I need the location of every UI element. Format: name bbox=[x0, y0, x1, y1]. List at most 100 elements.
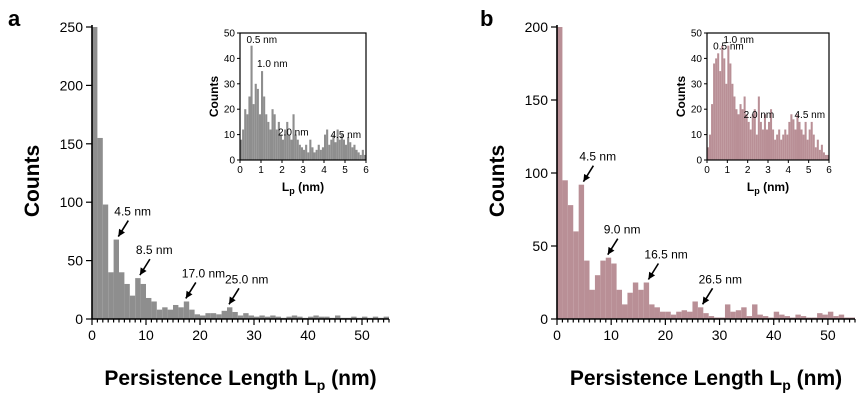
histogram-bar bbox=[227, 307, 233, 319]
histogram-bar bbox=[600, 260, 606, 319]
annotation-arrow-head bbox=[229, 296, 236, 305]
x-tick-label: 0 bbox=[88, 327, 96, 343]
histogram-bar bbox=[822, 314, 828, 319]
histogram-bar bbox=[291, 315, 298, 319]
inset-bar bbox=[802, 134, 805, 160]
histogram-bar bbox=[205, 313, 211, 319]
histogram-bar bbox=[779, 314, 785, 319]
histogram-bar bbox=[589, 289, 595, 319]
histogram-bar bbox=[324, 316, 330, 319]
histogram-bar bbox=[594, 275, 601, 319]
inset-bar bbox=[761, 129, 764, 160]
inset-x-tick-label: 6 bbox=[826, 165, 832, 176]
inset-bar bbox=[321, 147, 324, 160]
y-tick-label: 0 bbox=[75, 311, 83, 327]
inset-bar bbox=[782, 134, 785, 160]
y-tick-label: 200 bbox=[60, 77, 84, 93]
histogram-bar bbox=[216, 314, 222, 319]
inset-bar bbox=[743, 96, 746, 160]
inset-bar bbox=[753, 109, 756, 160]
inset-x-tick-label: 6 bbox=[363, 165, 369, 176]
annotation-label: 25.0 nm bbox=[225, 272, 268, 286]
y-tick-label: 100 bbox=[525, 165, 549, 181]
inset-bar bbox=[814, 147, 817, 160]
inset-bar bbox=[357, 152, 360, 160]
inset-bar bbox=[351, 147, 354, 160]
histogram-bar bbox=[638, 289, 644, 319]
inset-bar bbox=[737, 114, 740, 160]
histogram-bar bbox=[697, 307, 704, 319]
histogram-bar bbox=[97, 137, 103, 319]
inset-bar bbox=[733, 96, 736, 160]
inset-bar bbox=[307, 152, 310, 160]
inset-bar bbox=[359, 154, 362, 160]
histogram-bar bbox=[297, 316, 303, 319]
inset-bar bbox=[324, 134, 327, 160]
annotation-arrow-head bbox=[139, 267, 147, 276]
histogram-bar bbox=[351, 316, 357, 319]
inset-bar bbox=[826, 154, 829, 160]
inset-x-axis-title: Lp (nm) bbox=[282, 180, 324, 196]
inset-bar bbox=[749, 129, 752, 160]
histogram-bar bbox=[833, 316, 839, 319]
histogram-bar bbox=[784, 316, 790, 319]
histogram-bar bbox=[135, 278, 141, 319]
inset-bar bbox=[313, 152, 316, 160]
annotation-label: 17.0 nm bbox=[182, 266, 225, 280]
inset-bar bbox=[305, 144, 308, 160]
inset-bar bbox=[725, 83, 728, 160]
histogram-bar bbox=[632, 282, 639, 319]
inset-bar bbox=[735, 109, 738, 160]
inset-bar bbox=[765, 129, 768, 160]
annotation-label: 26.5 nm bbox=[699, 272, 742, 286]
histogram-bar bbox=[335, 315, 341, 319]
histogram-bar bbox=[703, 313, 709, 319]
inset-bar bbox=[340, 134, 343, 160]
histogram-bar bbox=[383, 316, 389, 319]
inset-y-tick-label: 0 bbox=[696, 156, 702, 167]
x-tick-label: 40 bbox=[300, 327, 316, 343]
inset-x-tick-label: 0 bbox=[704, 165, 710, 176]
histogram-bar bbox=[200, 315, 206, 319]
inset-bar bbox=[717, 53, 720, 160]
inset-annotation-label: 2.0 nm bbox=[744, 110, 775, 121]
inset-bar bbox=[729, 63, 732, 161]
histogram-bar bbox=[194, 314, 200, 319]
annotation-label: 16.5 nm bbox=[644, 248, 687, 262]
inset-bar bbox=[353, 144, 356, 160]
inset-bar bbox=[763, 114, 766, 160]
inset-chart: 0 1 2 3 4 5 6 0 10 20 30 40 50 Lp (nm) Counts 0.5 nm 1.0… bbox=[207, 29, 369, 197]
inset-bar bbox=[780, 139, 783, 160]
inset-annotation-label: 1.0 nm bbox=[723, 35, 754, 46]
histogram-bar bbox=[730, 311, 736, 319]
inset-x-tick-label: 3 bbox=[300, 165, 306, 176]
inset-bar bbox=[822, 152, 825, 160]
inset-bar bbox=[751, 114, 754, 160]
inset-bar bbox=[240, 139, 243, 160]
histogram-bar bbox=[800, 316, 807, 319]
inset-bar bbox=[309, 139, 312, 160]
inset-y-tick-label: 0 bbox=[229, 156, 235, 167]
inset-y-axis-title: Counts bbox=[674, 76, 688, 118]
inset-bar bbox=[328, 144, 331, 160]
inset-bar bbox=[713, 63, 716, 161]
inset-bar bbox=[290, 139, 293, 160]
inset-bar bbox=[721, 45, 724, 161]
inset-bar bbox=[296, 139, 299, 160]
histogram-bar bbox=[773, 311, 780, 319]
annotation-arrow-head bbox=[702, 296, 710, 305]
inset-bar bbox=[244, 109, 247, 160]
histogram-bar bbox=[687, 311, 693, 319]
histogram-bar bbox=[232, 311, 238, 319]
annotation-label: 8.5 nm bbox=[136, 243, 173, 257]
inset-x-tick-label: 2 bbox=[279, 165, 285, 176]
y-tick-label: 150 bbox=[525, 92, 549, 108]
inset-bar bbox=[282, 139, 285, 160]
inset-bar bbox=[334, 142, 337, 160]
inset-bar bbox=[715, 58, 718, 160]
histogram-bar bbox=[248, 315, 254, 319]
inset-bar bbox=[792, 119, 795, 160]
inset-annotation-label: 0.5 nm bbox=[713, 41, 744, 52]
inset-bar bbox=[709, 134, 712, 160]
